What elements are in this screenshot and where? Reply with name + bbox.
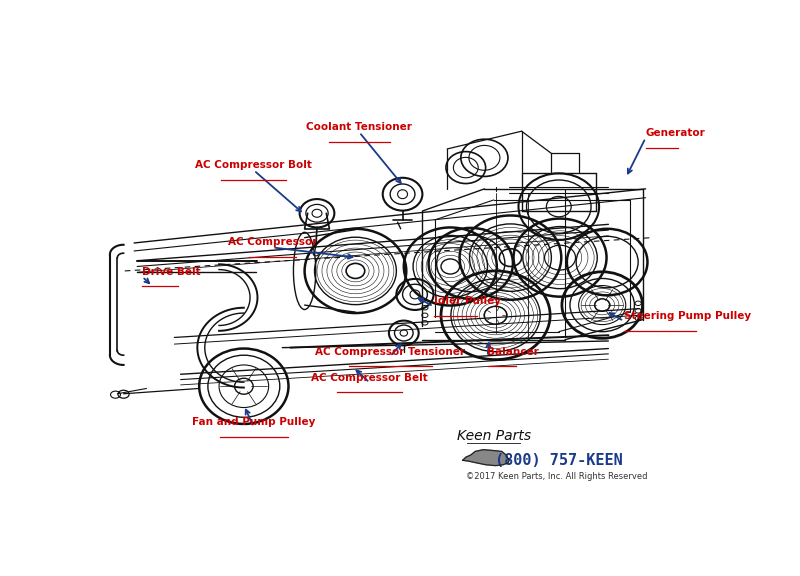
Text: AC Compressor Bolt: AC Compressor Bolt — [195, 160, 312, 170]
Text: Coolant Tensioner: Coolant Tensioner — [306, 122, 412, 132]
Text: Idler Pulley: Idler Pulley — [434, 297, 501, 306]
Text: Generator: Generator — [646, 128, 706, 138]
Polygon shape — [462, 450, 510, 465]
Text: AC Compressor: AC Compressor — [228, 237, 317, 248]
Text: ©2017 Keen Parts, Inc. All Rights Reserved: ©2017 Keen Parts, Inc. All Rights Reserv… — [466, 472, 647, 481]
Text: Keen Parts: Keen Parts — [457, 429, 530, 443]
Text: (800) 757-KEEN: (800) 757-KEEN — [495, 453, 622, 468]
Text: AC Compressor Tensioner: AC Compressor Tensioner — [315, 347, 465, 357]
Text: Fan and Pump Pulley: Fan and Pump Pulley — [192, 417, 315, 427]
Text: Balancer: Balancer — [487, 347, 539, 357]
Text: Drive Belt: Drive Belt — [142, 267, 201, 276]
Text: Steering Pump Pulley: Steering Pump Pulley — [624, 311, 751, 321]
Text: AC Compressor Belt: AC Compressor Belt — [311, 373, 428, 382]
